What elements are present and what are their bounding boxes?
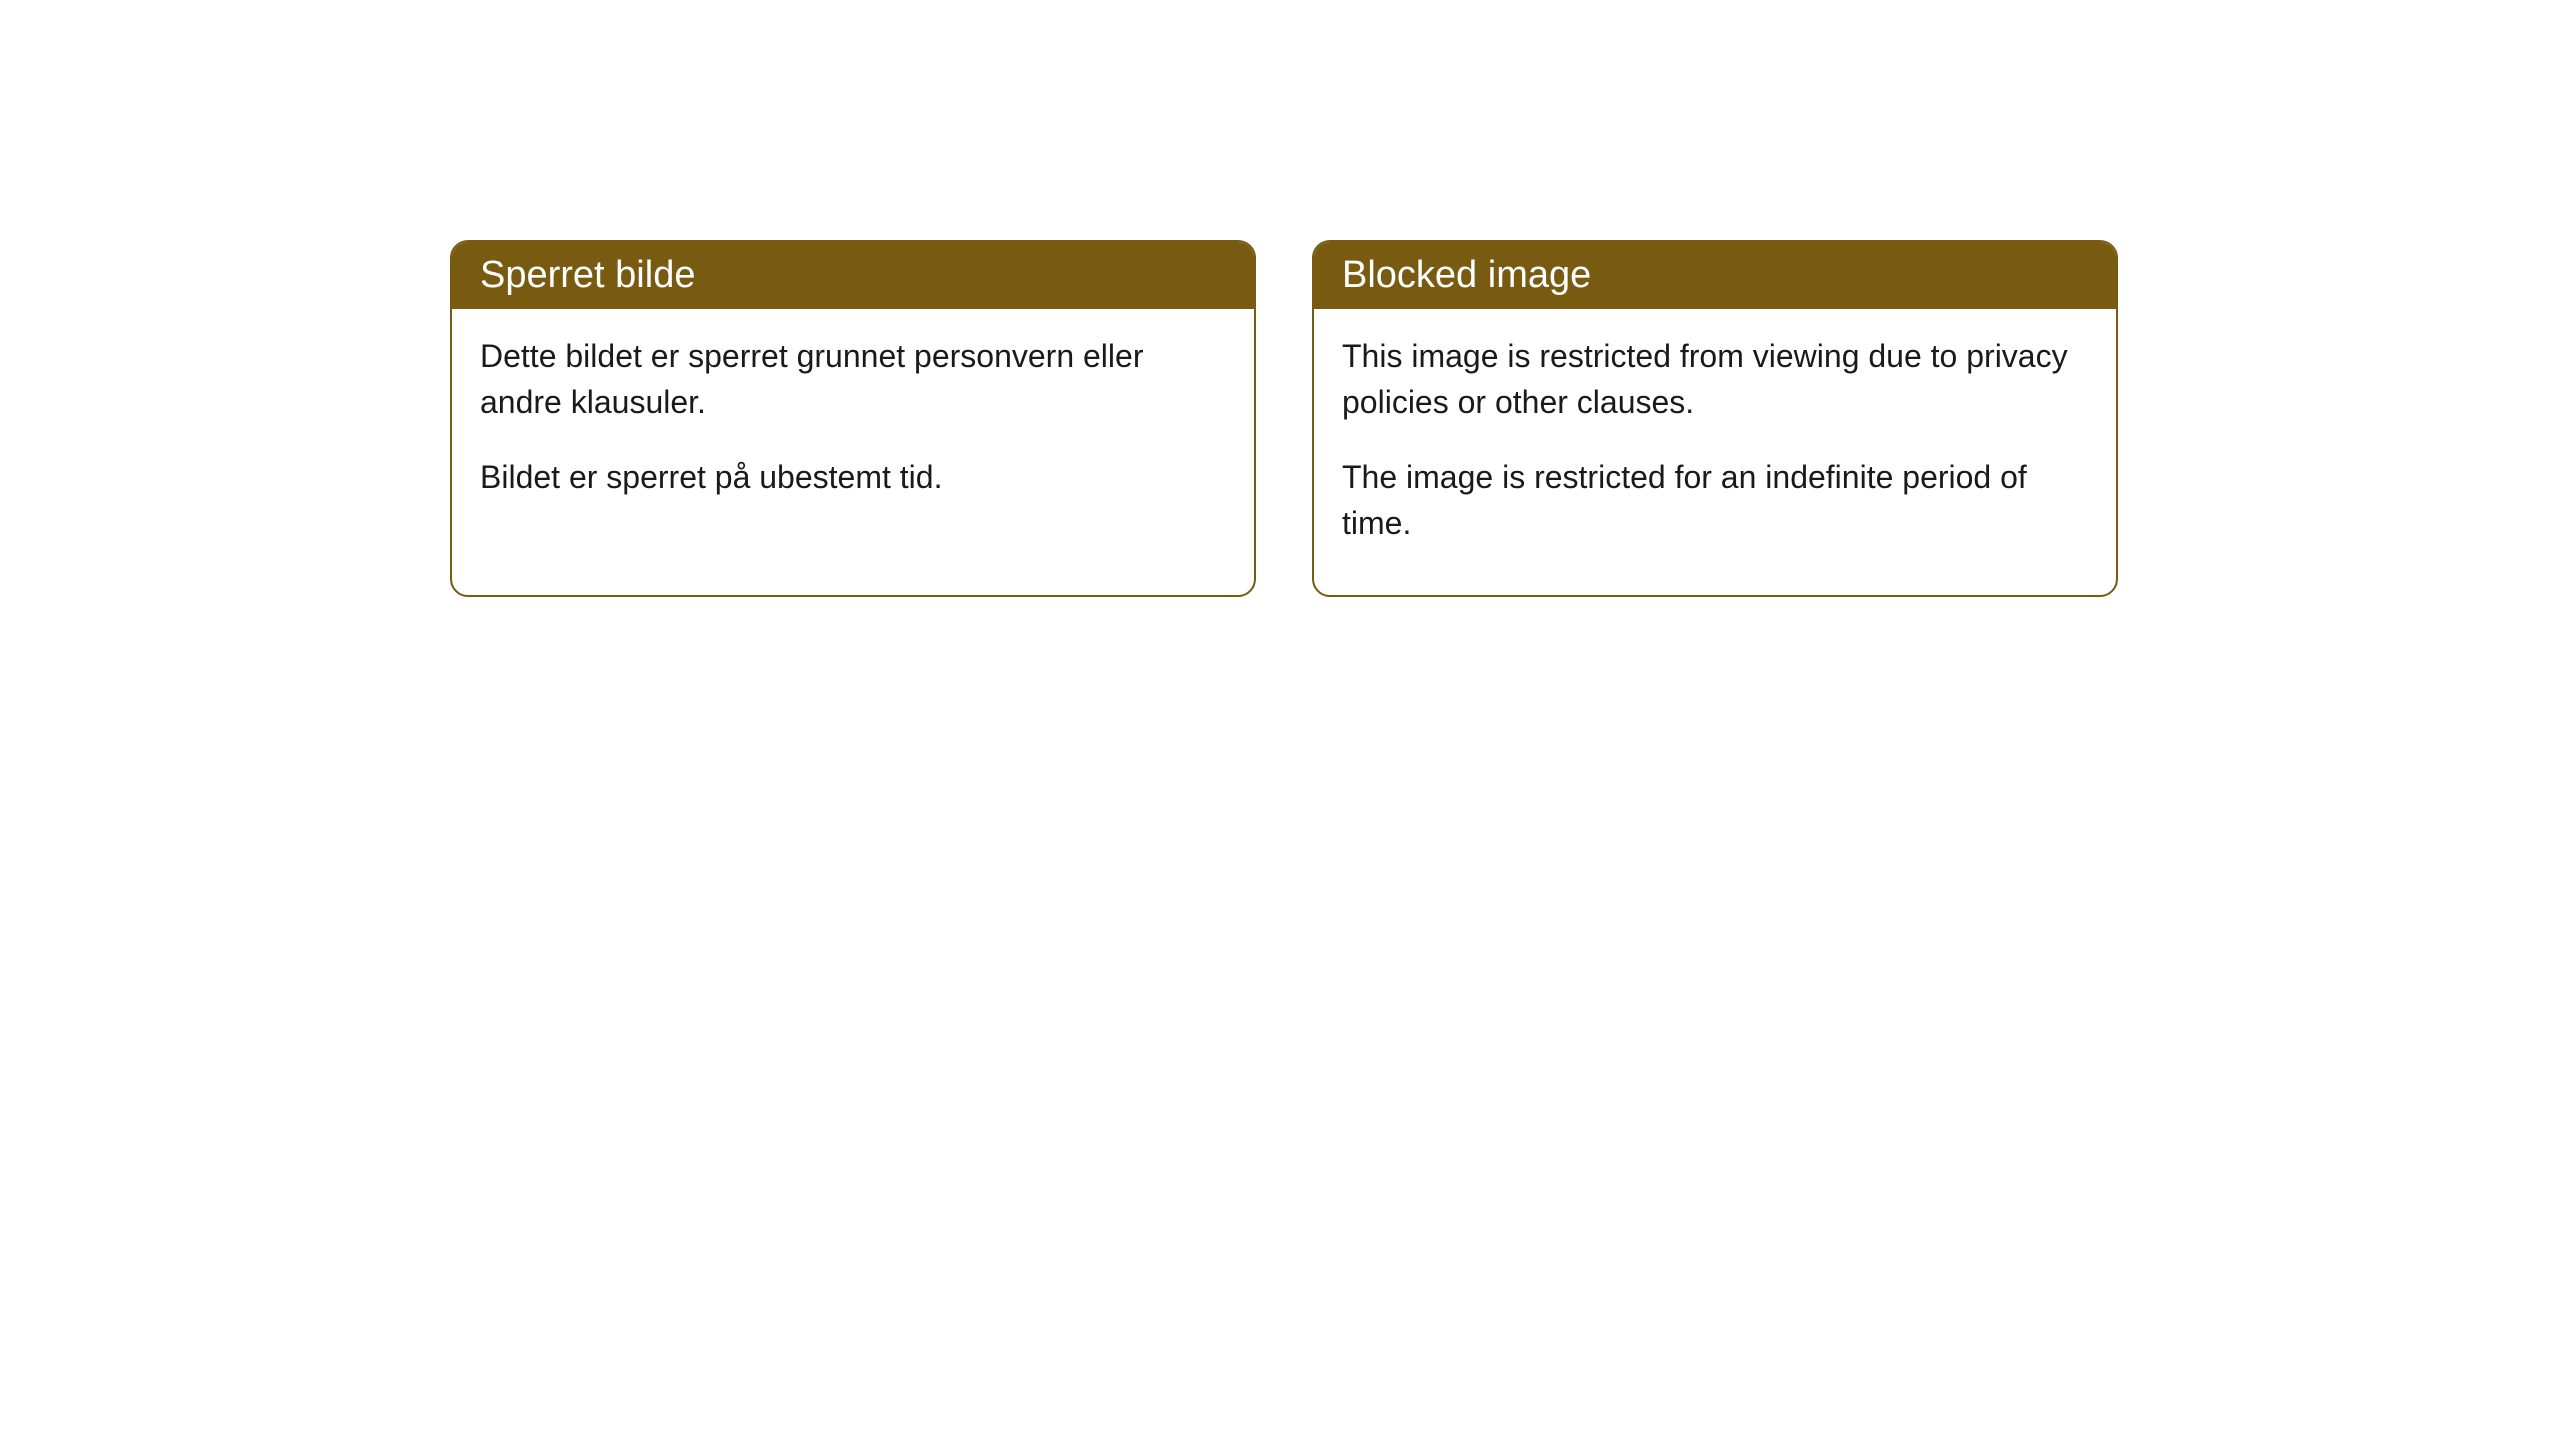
blocked-image-card-no: Sperret bilde Dette bildet er sperret gr… xyxy=(450,240,1256,597)
notice-cards-container: Sperret bilde Dette bildet er sperret gr… xyxy=(450,240,2118,597)
card-title: Sperret bilde xyxy=(480,254,695,296)
card-body: This image is restricted from viewing du… xyxy=(1314,309,2116,595)
card-paragraph: This image is restricted from viewing du… xyxy=(1342,333,2088,426)
blocked-image-card-en: Blocked image This image is restricted f… xyxy=(1312,240,2118,597)
card-title: Blocked image xyxy=(1342,254,1591,296)
card-header: Blocked image xyxy=(1314,242,2116,309)
card-paragraph: Dette bildet er sperret grunnet personve… xyxy=(480,333,1226,426)
card-paragraph: Bildet er sperret på ubestemt tid. xyxy=(480,454,1226,500)
card-body: Dette bildet er sperret grunnet personve… xyxy=(452,309,1254,548)
card-paragraph: The image is restricted for an indefinit… xyxy=(1342,454,2088,547)
card-header: Sperret bilde xyxy=(452,242,1254,309)
